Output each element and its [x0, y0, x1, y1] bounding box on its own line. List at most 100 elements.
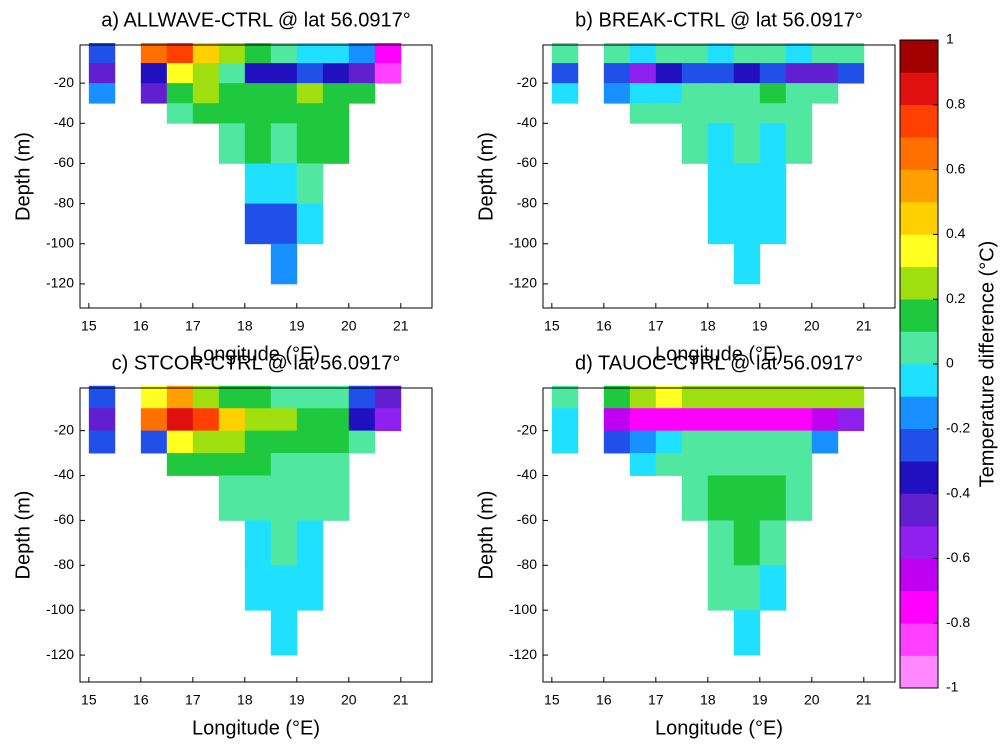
y-tick-label: -120	[46, 646, 74, 662]
y-tick-label: -80	[54, 194, 74, 210]
field-cell	[785, 430, 813, 454]
field-cell	[785, 83, 813, 104]
field-cell	[270, 163, 298, 205]
field-cell	[166, 63, 194, 84]
field-cell	[707, 565, 735, 611]
field-cell	[707, 385, 735, 409]
field-cell	[733, 163, 761, 205]
field-cell	[733, 63, 761, 84]
y-tick-label: -40	[517, 466, 537, 482]
y-tick-label: -80	[54, 556, 74, 572]
x-tick-label: 17	[648, 692, 664, 708]
field-cell	[603, 430, 631, 454]
field-cell	[603, 83, 631, 104]
field-cell	[759, 565, 787, 611]
field-cell	[166, 385, 194, 409]
field-cell	[811, 408, 839, 432]
field-cell	[733, 123, 761, 164]
field-cell	[759, 203, 787, 245]
x-axis-label: Longitude (°E)	[655, 717, 783, 739]
field-cell	[192, 42, 220, 64]
colorbar-tick-label: 0	[946, 355, 954, 371]
y-tick-label: -100	[509, 601, 537, 617]
field-cell	[322, 83, 350, 104]
field-cell	[192, 83, 220, 104]
y-tick-label: -100	[509, 234, 537, 250]
field-cell	[733, 610, 761, 656]
field-cell	[296, 430, 324, 454]
field-cell	[322, 385, 350, 409]
field-cell	[244, 520, 272, 566]
x-tick-label: 21	[856, 318, 872, 334]
field-cell	[296, 42, 324, 64]
field-cell	[655, 385, 683, 409]
field-cell	[655, 42, 683, 64]
plot-frame	[542, 44, 896, 309]
field-cell	[759, 408, 787, 432]
field-cell	[707, 408, 735, 432]
field-cell	[551, 63, 579, 84]
y-tick-label: -40	[54, 114, 74, 130]
x-tick-label: 20	[804, 318, 820, 334]
colorbar-tick-label: -0.2	[946, 420, 970, 436]
colorbar-band	[900, 234, 938, 268]
y-tick-label: -20	[54, 74, 74, 90]
field-cell	[785, 385, 813, 409]
field-cell	[759, 83, 787, 104]
field-cell	[733, 203, 761, 245]
x-tick-label: 15	[544, 692, 560, 708]
colorbar-band	[900, 137, 938, 170]
field-cell	[707, 453, 735, 476]
field-cell	[322, 103, 350, 124]
field-cell	[88, 408, 116, 432]
field-cell	[322, 430, 350, 454]
field-cell	[629, 83, 657, 104]
field-cell	[629, 453, 657, 476]
field-cell	[374, 63, 402, 84]
field-cell	[244, 83, 272, 104]
field-cell	[270, 243, 298, 285]
field-cell	[192, 408, 220, 432]
field-cell	[551, 42, 579, 64]
field-cell	[244, 430, 272, 454]
field-cell	[759, 385, 787, 409]
field-cell	[140, 430, 168, 454]
field-cell	[322, 453, 350, 476]
field-cell	[811, 385, 839, 409]
field-cell	[140, 63, 168, 84]
field-cell	[785, 408, 813, 432]
field-cell	[218, 42, 246, 64]
y-axis-label: Depth (m)	[475, 491, 497, 580]
y-tick-label: -120	[509, 646, 537, 662]
field-cell	[322, 408, 350, 432]
field-cell	[759, 430, 787, 454]
colorbar-tick-label: 0.6	[946, 160, 966, 176]
field-cell	[759, 123, 787, 164]
plot-frame	[542, 387, 896, 683]
field-cell	[244, 63, 272, 84]
x-tick-label: 18	[700, 318, 716, 334]
x-tick-label: 19	[289, 318, 305, 334]
field-cell	[759, 520, 787, 566]
field-cell	[270, 453, 298, 476]
y-tick-label: -100	[46, 601, 74, 617]
colorbar-tick-label: 0.2	[946, 290, 966, 306]
field-cell	[348, 63, 376, 84]
field-cell	[270, 42, 298, 64]
x-tick-label: 17	[648, 318, 664, 334]
field-cell	[244, 203, 272, 245]
field-cell	[707, 203, 735, 245]
field-cell	[374, 385, 402, 409]
field-cell	[140, 83, 168, 104]
colorbar-band	[900, 169, 938, 203]
field-cell	[603, 42, 631, 64]
field-cell	[785, 453, 813, 476]
field-cell	[348, 408, 376, 432]
colorbar-band	[900, 202, 938, 235]
colorbar-band	[900, 331, 938, 365]
colorbar-band	[900, 104, 938, 138]
field-cell	[270, 610, 298, 656]
field-cell	[551, 408, 579, 432]
field-cell	[270, 475, 298, 521]
